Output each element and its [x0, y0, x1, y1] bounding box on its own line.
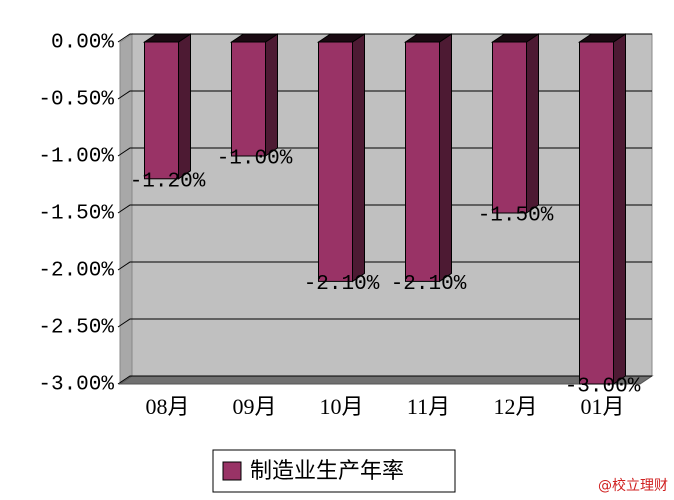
bar	[492, 41, 527, 214]
bar-side	[178, 33, 191, 180]
y-tick-label: -2.00%	[38, 260, 114, 283]
bar	[579, 41, 614, 385]
grid-line	[117, 204, 652, 214]
legend-swatch	[222, 461, 242, 481]
y-tick-label: -1.00%	[38, 146, 114, 169]
legend-label: 制造业生产年率	[250, 459, 404, 484]
bar-side	[613, 33, 626, 385]
y-tick-label: -0.50%	[38, 89, 114, 112]
side-wall	[119, 33, 133, 385]
bar-side	[439, 33, 452, 283]
bar	[405, 41, 440, 282]
x-tick-label: 09月	[232, 394, 276, 419]
y-tick-label: -2.50%	[38, 317, 114, 340]
grid-line	[117, 375, 652, 385]
legend	[212, 449, 456, 493]
data-label: -2.10%	[391, 273, 467, 296]
bar-side	[265, 33, 278, 157]
x-tick-label: 11月	[407, 394, 450, 419]
grid-line	[117, 318, 652, 328]
bar	[318, 41, 353, 282]
watermark: @校立理财	[598, 477, 668, 494]
x-tick-label: 01月	[580, 394, 624, 419]
data-label: -1.00%	[217, 148, 293, 171]
data-label: -3.00%	[565, 376, 641, 399]
x-tick-label: 10月	[319, 394, 363, 419]
x-tick-label: 12月	[493, 394, 537, 419]
grid-line	[117, 90, 652, 100]
y-tick-label: -3.00%	[38, 374, 114, 397]
y-tick-label: 0.00%	[51, 32, 114, 55]
x-tick-label: 08月	[145, 394, 189, 419]
bar-side	[526, 33, 539, 214]
grid-line	[117, 261, 652, 271]
grid-line	[117, 147, 652, 157]
data-label: -1.50%	[478, 205, 554, 228]
grid-line	[117, 33, 652, 43]
bar	[144, 41, 179, 180]
y-tick-label: -1.50%	[38, 203, 114, 226]
data-label: -1.20%	[130, 170, 206, 193]
bar-side	[352, 33, 365, 283]
data-label: -2.10%	[304, 273, 380, 296]
bar	[231, 41, 266, 157]
